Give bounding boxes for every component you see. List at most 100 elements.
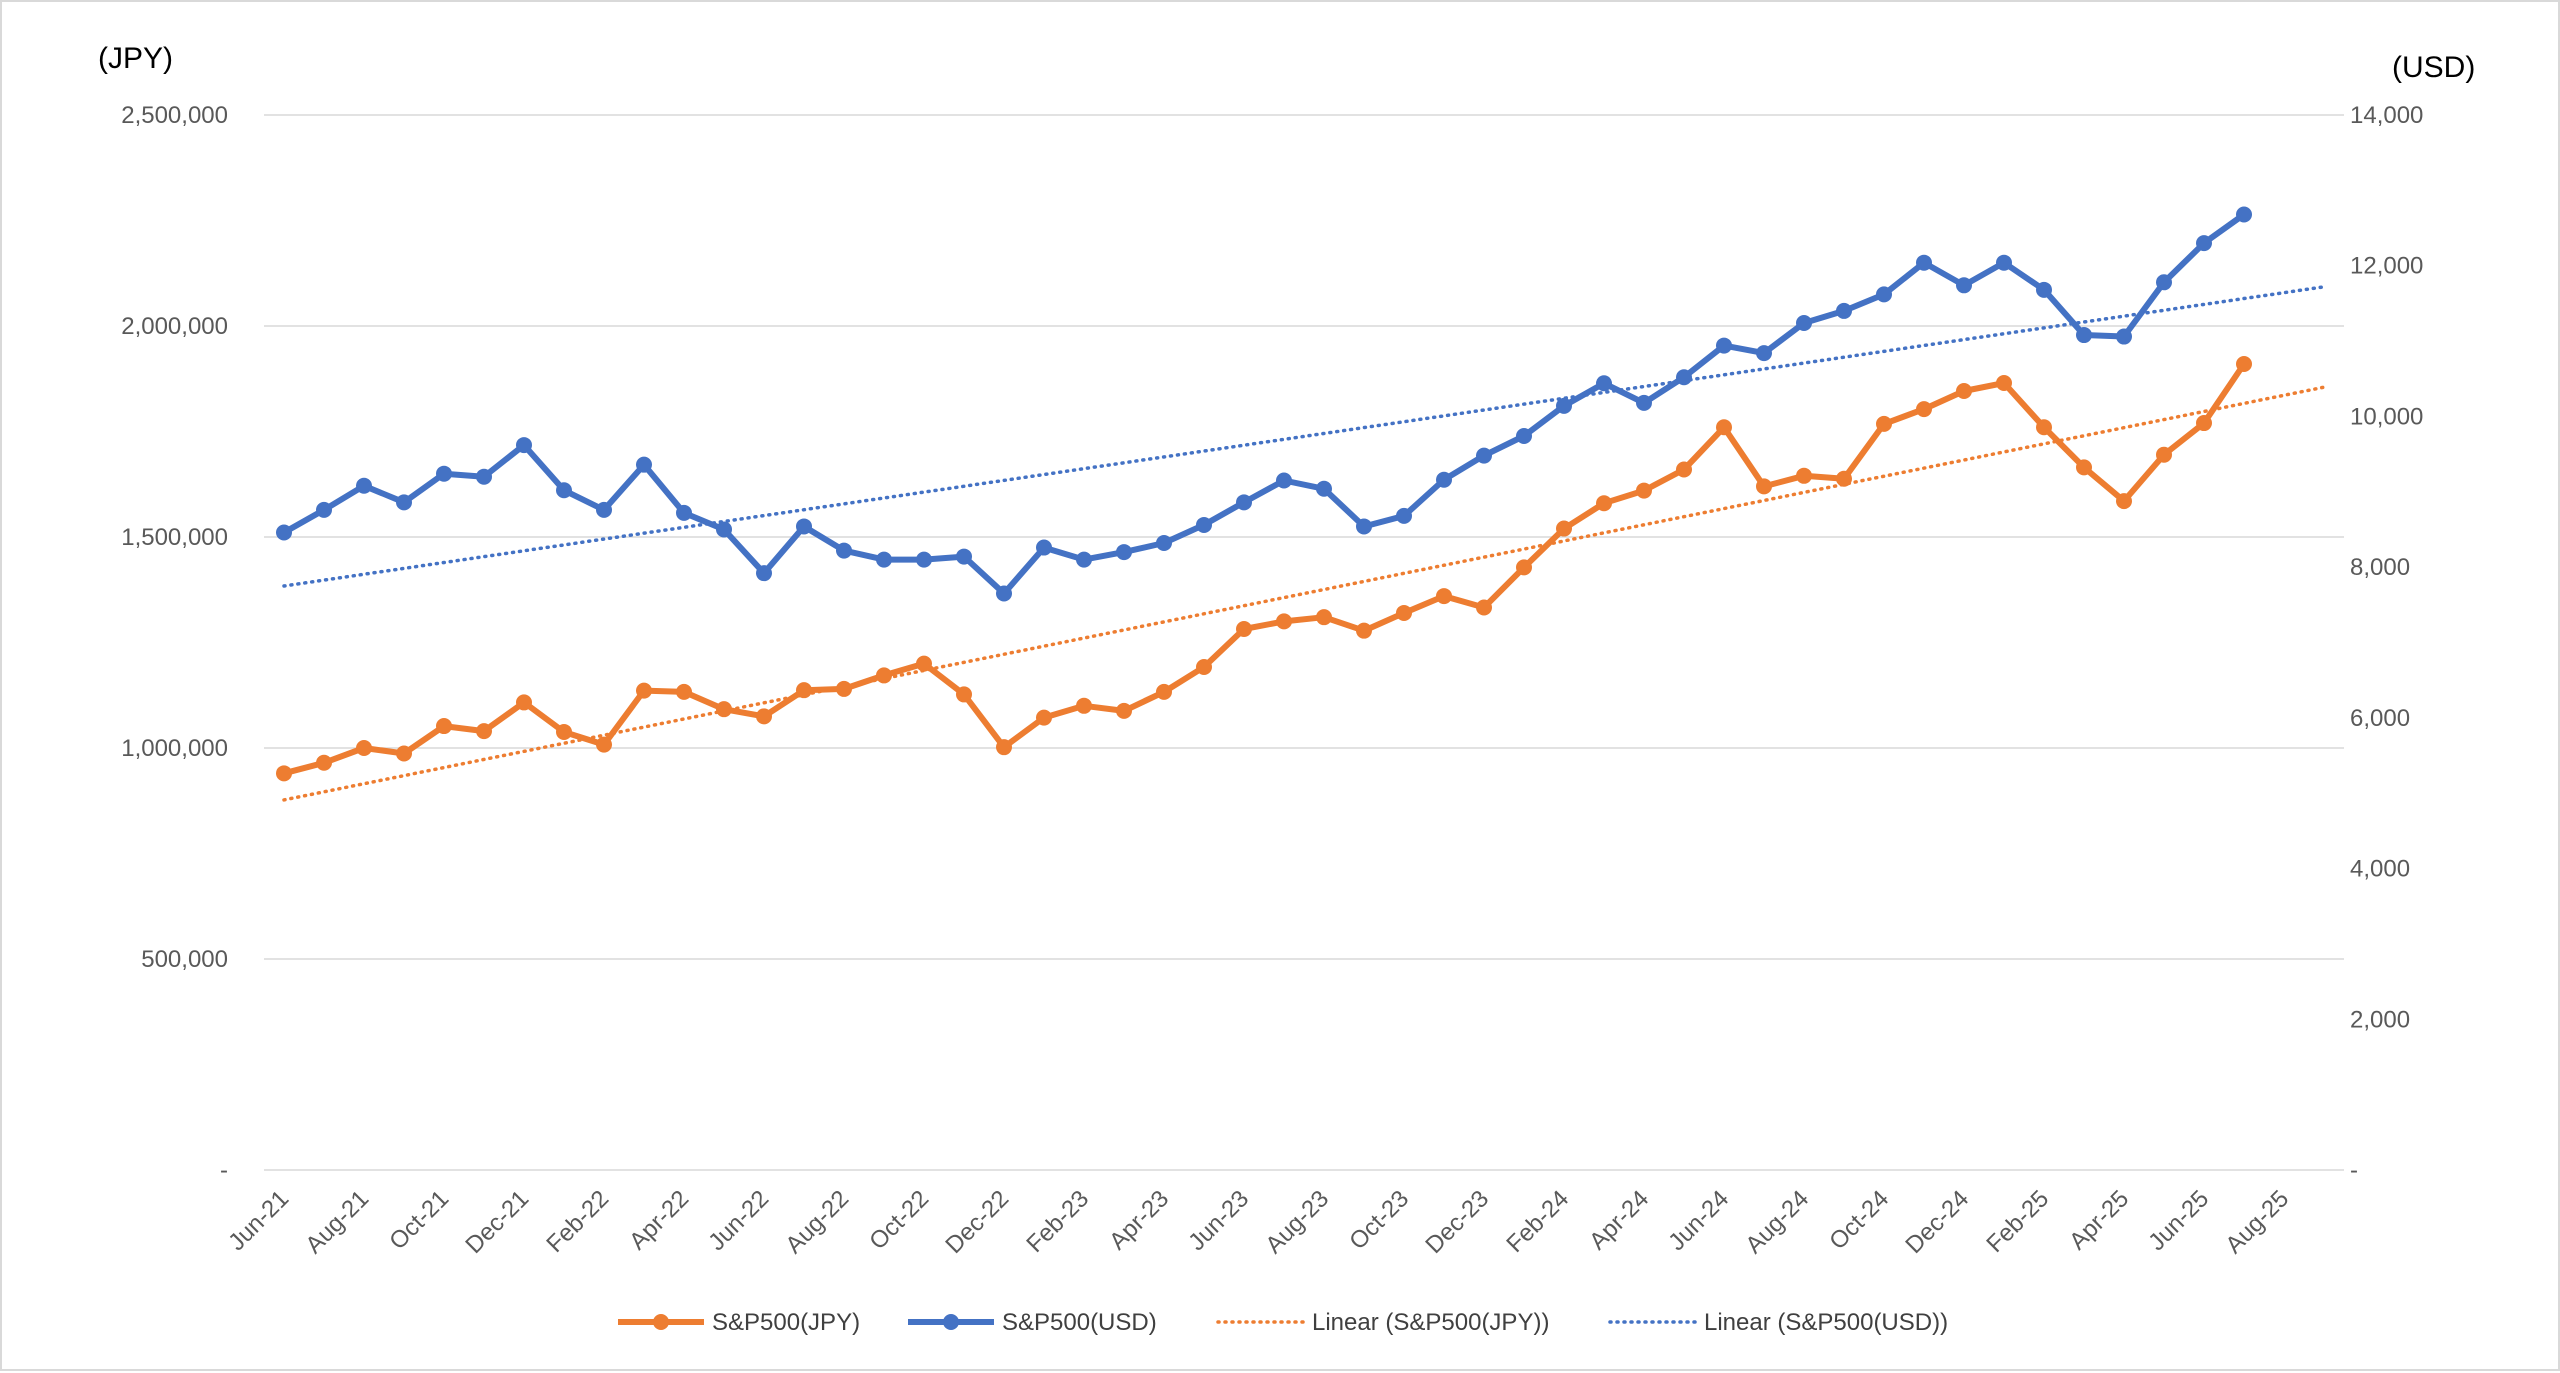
data-point-usd [436,465,452,482]
data-point-jpy [556,723,572,740]
data-point-jpy [2196,415,2212,432]
data-point-jpy [1636,482,1652,499]
data-point-jpy [1276,613,1292,630]
data-point-usd [2036,281,2052,298]
data-point-usd [1556,397,1572,414]
data-point-usd [1956,277,1972,294]
x-tick-label: Jun-23 [1183,1185,1254,1256]
data-point-jpy [1356,622,1372,639]
data-point-usd [356,477,372,494]
data-point-jpy [2156,446,2172,463]
x-tick-label: Dec-23 [1420,1185,1494,1259]
left-tick-label: 2,500,000 [121,102,228,129]
data-point-jpy [1076,697,1092,714]
data-point-usd [516,437,532,454]
data-point-jpy [356,740,372,756]
data-point-jpy [596,736,612,753]
right-axis: - 2,000 4,000 6,000 8,000 10,000 12,000 14,000 [2350,102,2423,1184]
right-tick-label: 10,000 [2350,403,2423,430]
data-point-usd [1236,494,1252,511]
data-point-jpy [716,701,732,718]
x-tick-label: Apr-23 [1104,1185,1174,1255]
data-point-usd [676,504,692,521]
data-point-usd [1516,428,1532,445]
gridlines [264,114,2344,1171]
legend-label: S&P500(JPY) [712,1309,860,1336]
legend-swatch-marker [653,1314,669,1330]
data-point-usd [1396,507,1412,524]
data-point-jpy [396,745,412,762]
data-point-usd [556,482,572,499]
series-line-jpy [281,361,2247,777]
data-point-usd [716,521,732,538]
data-point-jpy [1916,401,1932,418]
x-tick-label: Apr-25 [2064,1185,2134,1255]
data-point-usd [636,456,652,473]
data-point-usd [2156,274,2172,291]
x-tick-label: Aug-21 [300,1185,374,1259]
data-point-usd [1916,254,1932,271]
trendline-jpy [282,385,2326,802]
data-point-jpy [1316,609,1332,626]
right-tick-label: 12,000 [2350,253,2423,280]
data-point-jpy [1836,470,1852,487]
right-tick-label: 14,000 [2350,102,2423,129]
data-point-jpy [1716,419,1732,436]
left-tick-label: 500,000 [141,946,228,973]
data-point-jpy [1676,461,1692,478]
legend-item: Linear (S&P500(JPY)) [1216,1309,1549,1336]
data-point-jpy [1756,478,1772,495]
legend-item: S&P500(JPY) [618,1309,860,1336]
right-tick-label: 4,000 [2350,856,2410,883]
data-point-jpy [1796,467,1812,484]
data-point-jpy [1516,559,1532,576]
x-tick-label: Jun-22 [703,1185,774,1256]
data-point-usd [1276,472,1292,489]
data-point-usd [876,551,892,568]
data-point-usd [396,494,412,511]
data-point-usd [2196,235,2212,252]
data-point-usd [1756,345,1772,362]
x-tick-label: Oct-23 [1344,1185,1414,1255]
legend-swatch-marker [943,1314,959,1330]
x-tick-label: Dec-21 [460,1185,534,1259]
legend-label: Linear (S&P500(USD)) [1704,1309,1948,1336]
data-point-usd [1716,337,1732,354]
data-point-jpy [276,765,292,782]
left-tick-label: 1,000,000 [121,735,228,762]
right-tick-label: - [2350,1157,2358,1184]
data-point-jpy [1556,520,1572,537]
data-point-jpy [756,708,772,725]
left-tick-label: 1,500,000 [121,524,228,551]
x-tick-label: Aug-23 [1260,1185,1334,1259]
left-axis: - 500,000 1,000,000 1,500,000 2,000,000 2,500… [121,102,228,1184]
x-tick-label: Dec-24 [1900,1185,1974,1259]
data-point-usd [1356,518,1372,535]
x-tick-label: Dec-22 [940,1185,1014,1259]
x-tick-label: Apr-22 [624,1185,694,1255]
data-point-usd [836,542,852,559]
data-point-jpy [476,723,492,740]
data-point-usd [996,585,1012,602]
data-point-usd [2116,328,2132,345]
data-point-jpy [1396,604,1412,621]
right-tick-label: 2,000 [2350,1006,2410,1033]
data-point-usd [1156,535,1172,552]
data-point-jpy [2036,419,2052,436]
legend-label: Linear (S&P500(JPY)) [1312,1309,1549,1336]
data-point-usd [1676,369,1692,386]
data-point-usd [1876,286,1892,303]
x-tick-label: Feb-22 [541,1185,614,1258]
data-point-jpy [1476,599,1492,616]
left-axis-unit: (JPY) [98,42,173,75]
data-point-jpy [876,667,892,684]
data-point-usd [276,524,292,541]
x-tick-label: Jun-21 [223,1185,294,1256]
x-tick-label: Oct-22 [864,1185,934,1255]
data-point-jpy [1596,495,1612,512]
data-point-jpy [636,682,652,699]
data-point-jpy [916,655,932,672]
data-point-usd [796,518,812,535]
